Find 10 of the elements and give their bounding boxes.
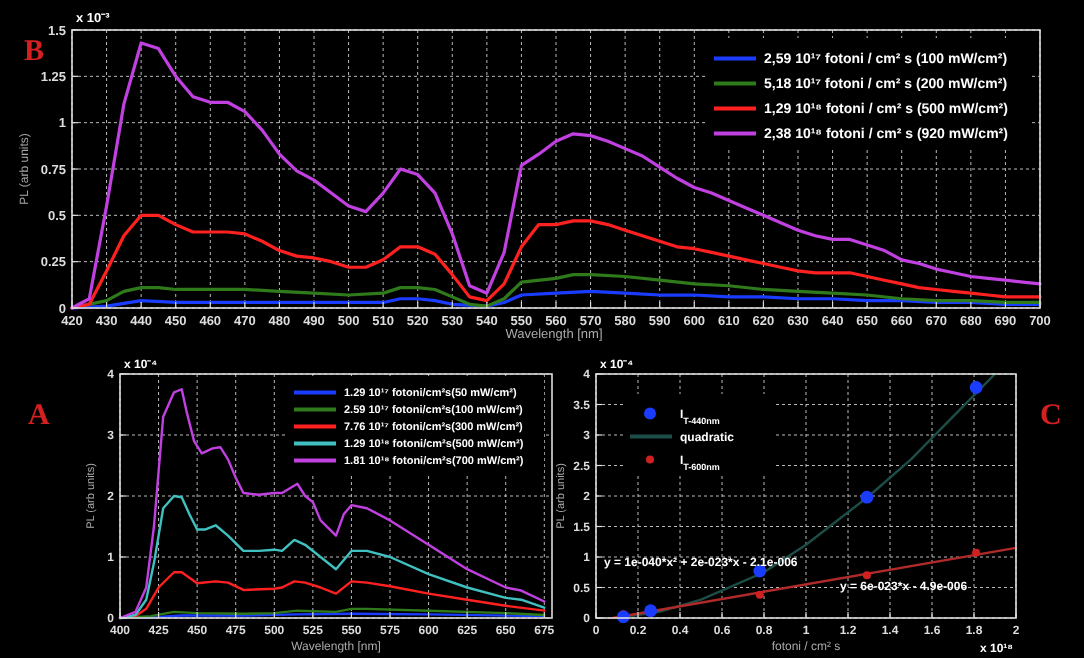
point bbox=[969, 381, 983, 394]
text: A bbox=[28, 400, 50, 432]
point bbox=[860, 490, 874, 504]
text: B bbox=[24, 36, 45, 68]
point bbox=[972, 548, 981, 557]
line-series bbox=[118, 388, 546, 620]
text: C bbox=[1040, 400, 1062, 432]
point bbox=[862, 571, 871, 580]
point bbox=[644, 604, 657, 618]
point bbox=[755, 590, 764, 599]
